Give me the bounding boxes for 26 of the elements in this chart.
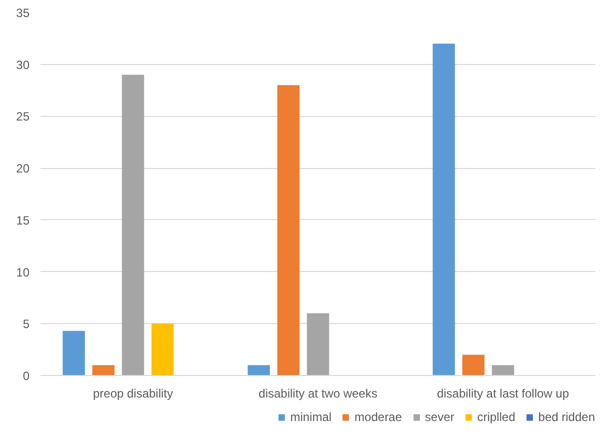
y-tick-label: 0: [22, 369, 30, 383]
legend-label: sever: [424, 410, 454, 424]
bar: [248, 365, 270, 376]
y-tick-label: 25: [16, 110, 30, 124]
legend-label: minimal: [290, 410, 332, 424]
y-tick-label: 30: [16, 58, 30, 72]
bar: [122, 74, 144, 376]
legend-label: moderae: [354, 410, 402, 424]
x-tick-label: disability at two weeks: [258, 386, 378, 400]
bar: [62, 330, 85, 376]
y-tick-label: 15: [16, 213, 30, 228]
legend-label: bed ridden: [538, 410, 595, 424]
bar: [432, 44, 455, 376]
bar: [92, 365, 114, 376]
legend-label: criplled: [477, 410, 516, 424]
x-tick-label: preop disability: [92, 386, 174, 400]
bar: [462, 354, 484, 376]
bar: [306, 313, 330, 376]
y-tick-label: 35: [16, 6, 30, 20]
bar: [492, 365, 514, 376]
y-tick-label: 10: [16, 265, 30, 280]
y-tick-label: 5: [22, 317, 30, 332]
x-tick-label: disability at last follow up: [436, 386, 570, 400]
bar: [152, 324, 174, 376]
y-tick-label: 20: [16, 162, 30, 176]
bar: [277, 85, 300, 376]
